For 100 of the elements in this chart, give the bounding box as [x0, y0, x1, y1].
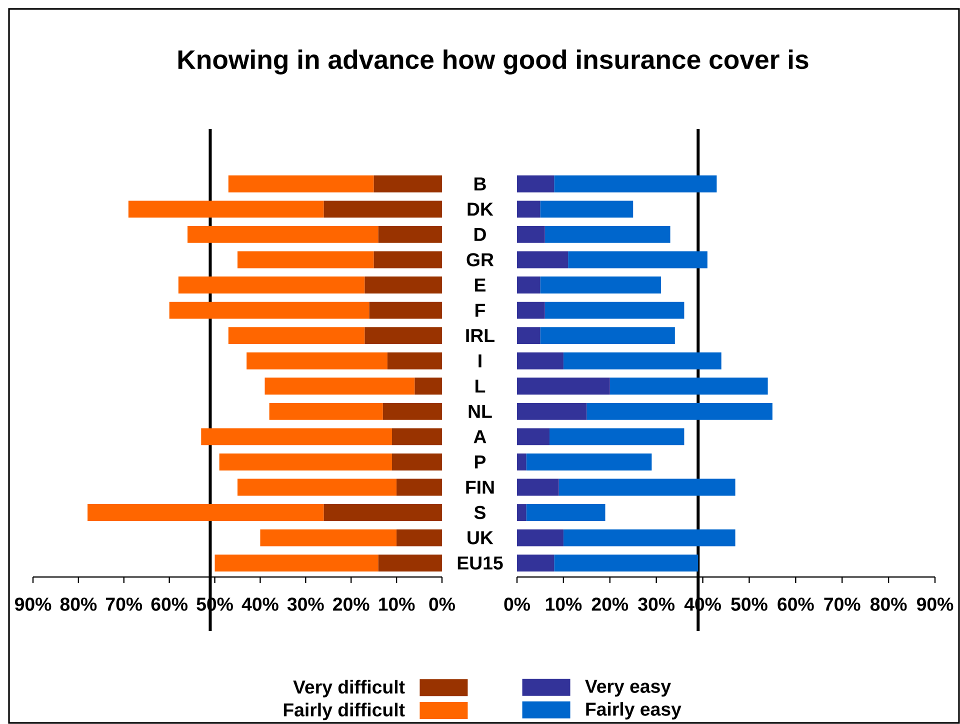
bar: [228, 327, 365, 344]
y-tick-label: NL: [468, 404, 492, 418]
y-tick-label: A: [474, 430, 486, 444]
x-tick-label: 40%: [242, 598, 278, 611]
x-tick-label: 0%: [504, 598, 530, 611]
bar: [88, 504, 324, 521]
y-tick-label: D: [474, 228, 486, 241]
y-tick-label: UK: [468, 531, 494, 544]
x-tick-label: 80%: [60, 598, 97, 611]
bar: [392, 454, 442, 470]
bar: [201, 428, 392, 446]
x-tick-label: 90%: [916, 598, 954, 611]
bar: [396, 529, 442, 546]
bar: [526, 454, 652, 470]
x-tick-label: 60%: [151, 598, 188, 611]
bar: [324, 504, 442, 521]
y-tick-label: GR: [466, 253, 494, 266]
bar: [169, 302, 370, 319]
x-tick-label: 0%: [429, 598, 455, 611]
bar: [364, 327, 442, 344]
bar: [228, 175, 374, 192]
bar: [392, 428, 442, 446]
y-tick-label: IRL: [466, 329, 494, 342]
bar: [128, 200, 324, 218]
bar: [517, 529, 564, 546]
bar: [540, 327, 675, 344]
bar: [544, 302, 684, 319]
y-tick-label: I: [478, 354, 482, 368]
bar: [517, 454, 526, 470]
x-tick-label: 70%: [106, 598, 142, 611]
bar: [414, 378, 442, 395]
bar: [554, 175, 717, 192]
bar: [517, 302, 545, 319]
bar: [517, 428, 550, 446]
bar: [540, 200, 634, 218]
bar: [324, 200, 442, 218]
y-tick-label: EU15: [458, 556, 503, 570]
y-tick-label: F: [476, 304, 486, 317]
bar: [517, 378, 610, 395]
bar: [364, 276, 442, 294]
bar: [269, 402, 383, 420]
bar: [374, 251, 442, 268]
bar: [237, 478, 397, 496]
bar: [610, 378, 768, 395]
x-tick-label: 10%: [546, 598, 582, 611]
legend-label: Very easy: [585, 680, 671, 697]
legend-label: Fairly easy: [586, 702, 682, 720]
legend-label: Fairly difficult: [284, 702, 405, 720]
x-tick-label: 20%: [333, 598, 370, 611]
bar: [563, 529, 736, 546]
bar: [517, 352, 564, 370]
x-tick-label: 50%: [731, 598, 768, 611]
y-tick-label: S: [474, 506, 486, 520]
x-tick-label: 30%: [638, 598, 675, 611]
bar: [517, 327, 540, 344]
y-tick-label: B: [474, 177, 486, 190]
bar: [517, 226, 545, 243]
bar: [517, 175, 554, 192]
bar: [540, 276, 661, 294]
y-tick-label: FIN: [466, 480, 494, 494]
bar: [396, 478, 442, 496]
x-tick-label: 20%: [592, 598, 628, 611]
bar: [550, 428, 684, 446]
bar: [517, 478, 559, 496]
bar: [260, 529, 397, 546]
x-tick-label: 80%: [870, 598, 907, 611]
bar: [374, 175, 442, 192]
bar: [369, 302, 442, 319]
bar: [378, 554, 442, 572]
bar: [246, 352, 388, 370]
bar: [554, 554, 698, 572]
bar: [526, 504, 606, 521]
bar: [219, 454, 392, 470]
x-tick-label: 90%: [14, 598, 52, 611]
bar: [544, 226, 670, 243]
bar: [517, 276, 540, 294]
bar: [517, 200, 540, 218]
bar: [378, 226, 442, 243]
bar: [568, 251, 708, 268]
y-tick-label: E: [475, 278, 486, 292]
bar: [188, 226, 378, 243]
bar: [214, 554, 378, 572]
x-tick-label: 70%: [824, 598, 860, 611]
bar: [558, 478, 736, 496]
bar: [387, 352, 442, 370]
y-tick-label: P: [475, 456, 486, 468]
x-tick-label: 10%: [379, 598, 415, 611]
bar: [517, 504, 526, 521]
bar: [178, 276, 365, 294]
x-tick-label: 60%: [778, 598, 814, 611]
bar: [517, 402, 587, 420]
y-tick-label: DK: [468, 202, 494, 216]
bar: [563, 352, 722, 370]
chart-title: Knowing in advance how good insurance cover is: [178, 49, 808, 74]
y-tick-label: L: [476, 380, 486, 393]
bar: [517, 251, 568, 268]
bar: [517, 554, 554, 572]
bar: [264, 378, 415, 395]
x-tick-label: 30%: [287, 598, 324, 611]
bar: [382, 402, 442, 420]
